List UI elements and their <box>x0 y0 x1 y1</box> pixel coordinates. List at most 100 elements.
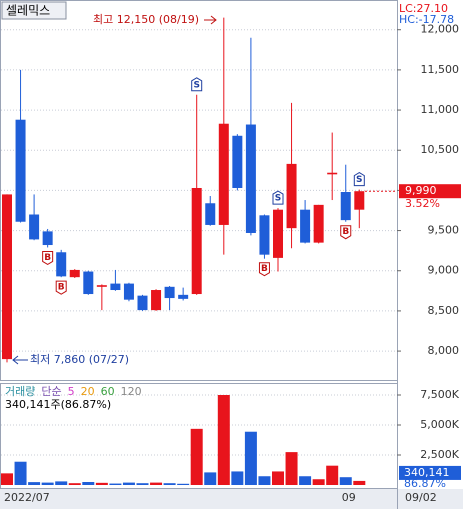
name-box <box>1 1 67 20</box>
volume-ratio-label: 86.87% <box>404 477 446 490</box>
signal-marker: B <box>42 250 54 266</box>
x-axis-bar <box>0 489 463 509</box>
x-tick-label: 09 <box>342 491 356 504</box>
volume-bar <box>82 482 95 485</box>
volume-bar <box>28 482 41 485</box>
volume-bar <box>14 461 27 485</box>
volume-bar <box>312 479 325 485</box>
signal-shape <box>340 225 352 240</box>
legend-entry: 120 <box>121 385 142 398</box>
volume-bar <box>258 476 271 485</box>
candle-body <box>137 295 148 311</box>
signal-shape <box>272 190 284 205</box>
legend-entry: 5 <box>68 385 75 398</box>
last-date: 09/02 <box>405 491 437 504</box>
volume-bar <box>217 395 230 485</box>
y-tick-label: 10,500 <box>421 143 460 156</box>
candle-body <box>15 119 26 222</box>
y-tick-label: 2,500K <box>420 448 459 461</box>
change-label: 3.52% <box>405 197 440 210</box>
candle-body <box>273 209 283 258</box>
signal-label: B <box>58 283 65 293</box>
low-note: 최저 7,860 (07/27) <box>30 353 129 366</box>
y-tick-label: 9,000 <box>428 264 460 277</box>
candle-body <box>313 204 324 243</box>
signal-label: S <box>275 194 281 204</box>
signal-shape <box>55 280 67 295</box>
volume-bar <box>109 483 122 485</box>
signal-marker: S <box>353 172 365 187</box>
y-tick-label: 12,000 <box>421 23 460 36</box>
candle-body <box>286 163 297 229</box>
y-tick-label: 11,500 <box>421 63 460 76</box>
candle-body <box>259 215 270 255</box>
legend-entry: 단순 <box>41 385 61 398</box>
candle-body <box>205 203 216 225</box>
y-tick-label: 5,000K <box>420 418 459 431</box>
x-tick-label: 2022/07 <box>4 491 50 504</box>
legend-entry: 60 <box>101 385 115 398</box>
candle-body <box>151 290 162 311</box>
volume-bar <box>163 483 176 485</box>
volume-bar <box>244 431 257 485</box>
volume-bar <box>299 476 312 485</box>
candle-body <box>232 135 243 188</box>
volume-bar <box>122 482 135 485</box>
candle-body <box>123 283 134 300</box>
volume-bar <box>326 465 339 485</box>
volume-bar <box>353 480 366 485</box>
volume-bar <box>272 471 284 485</box>
volume-bar <box>41 482 54 485</box>
volume-bar <box>95 482 108 485</box>
volume-bar <box>285 452 298 485</box>
last-volume-box <box>399 465 461 480</box>
high-note: 최고 12,150 (08/19) <box>93 13 199 26</box>
candle-body <box>340 192 351 221</box>
signal-shape <box>258 262 270 277</box>
volume-bar <box>190 428 203 485</box>
legend-entry: 거래량 <box>5 385 35 398</box>
stock-name: 셀레믹스 <box>6 4 50 18</box>
volume-bar <box>339 477 352 485</box>
signal-marker: S <box>191 77 203 92</box>
y-tick-label: 7,500K <box>420 388 459 401</box>
signal-marker: S <box>272 190 284 205</box>
signal-label: B <box>44 253 51 263</box>
y-tick-label: 8,500 <box>428 304 460 317</box>
signal-shape <box>353 172 365 187</box>
candle-body <box>354 191 365 210</box>
candle-body <box>218 123 229 225</box>
signal-label: S <box>356 175 362 185</box>
candle-body <box>83 271 94 295</box>
candle-body <box>164 286 175 299</box>
volume-bar <box>231 471 244 485</box>
candle-body <box>178 294 189 299</box>
signal-label: B <box>261 264 268 274</box>
volume-bar <box>55 481 68 485</box>
y-tick-label: 11,000 <box>421 103 460 116</box>
volume-bar <box>1 473 13 485</box>
candle-body <box>42 231 53 246</box>
candle-body <box>29 214 40 240</box>
volume-bar <box>136 483 149 485</box>
candle-body <box>191 187 202 295</box>
signal-marker: B <box>340 225 352 240</box>
candle-body <box>69 269 80 278</box>
last-price-box <box>399 184 461 199</box>
signal-shape <box>42 250 54 266</box>
low-arrow <box>12 355 28 365</box>
candle-body <box>327 172 338 175</box>
candle-body <box>2 194 12 360</box>
candle-body <box>110 283 121 291</box>
volume-bar <box>68 483 81 485</box>
candle-body <box>96 285 107 287</box>
volume-summary: 340,141주(86.87%) <box>5 398 111 411</box>
last-price-label: 9,990 <box>405 184 437 197</box>
signal-label: S <box>193 80 199 90</box>
signal-marker: B <box>258 262 270 277</box>
y-tick-label: 8,000 <box>428 344 460 357</box>
signal-label: B <box>342 227 349 237</box>
volume-bar <box>177 483 190 485</box>
candle-body <box>300 209 311 243</box>
